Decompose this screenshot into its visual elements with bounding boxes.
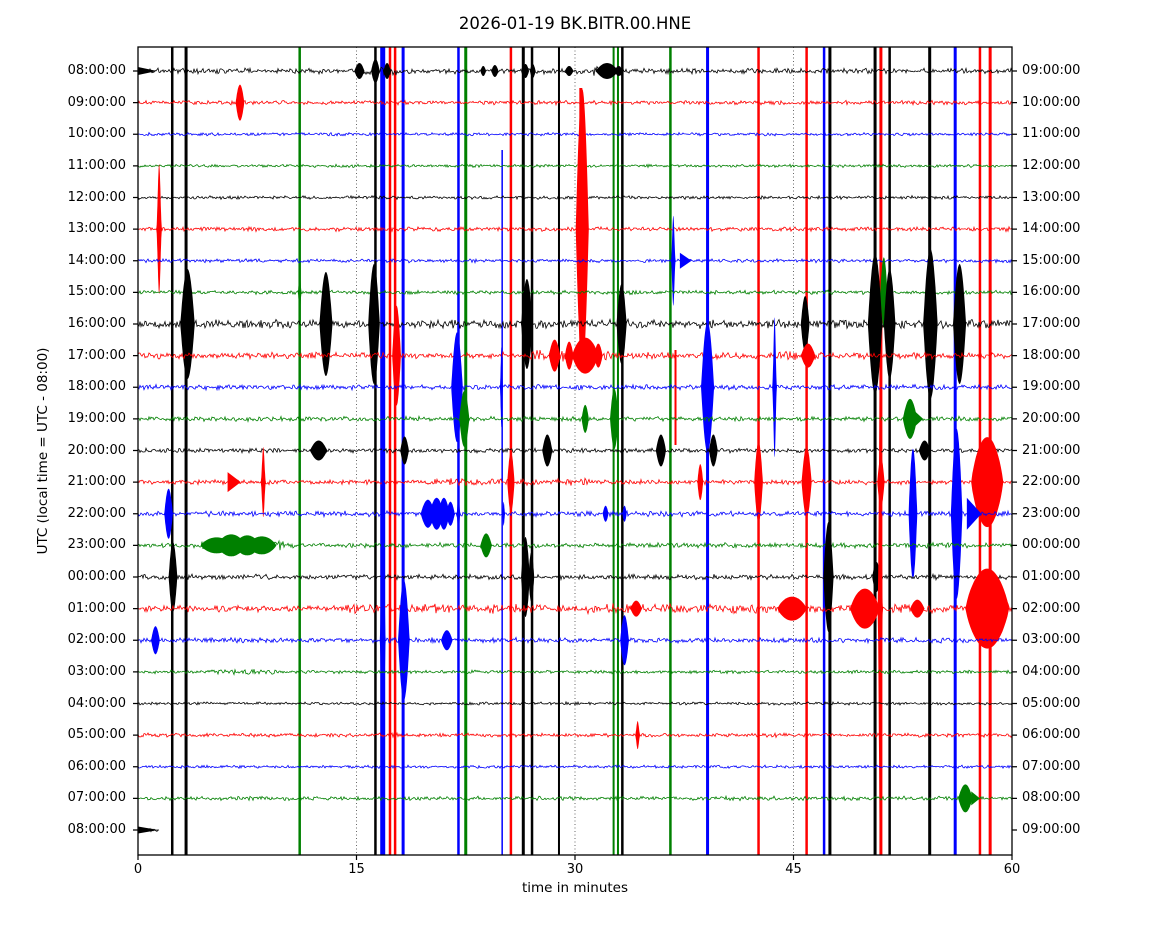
end-time-label: 15:00:00	[1022, 252, 1081, 268]
utc-time-label: 15:00:00	[67, 284, 126, 300]
end-time-label: 20:00:00	[1022, 410, 1081, 426]
utc-time-label: 12:00:00	[67, 189, 126, 205]
utc-time-label: 14:00:00	[67, 252, 126, 268]
end-time-label: 23:00:00	[1022, 505, 1081, 521]
x-tick-label: 0	[133, 862, 143, 877]
end-time-label: 00:00:00	[1022, 537, 1081, 553]
end-time-label: 19:00:00	[1022, 379, 1081, 395]
end-time-label: 12:00:00	[1022, 157, 1081, 173]
utc-time-label: 11:00:00	[67, 157, 126, 173]
utc-time-label: 01:00:00	[67, 600, 126, 616]
x-tick-label: 30	[566, 862, 584, 877]
utc-time-label: 06:00:00	[67, 758, 126, 774]
x-tick-label: 15	[348, 862, 365, 877]
end-time-label: 09:00:00	[1022, 822, 1081, 837]
end-time-label: 11:00:00	[1022, 126, 1081, 142]
x-tick-label: 60	[1003, 862, 1021, 877]
utc-time-label: 22:00:00	[67, 505, 126, 521]
utc-time-label: 10:00:00	[67, 126, 126, 142]
end-time-label: 13:00:00	[1022, 189, 1081, 205]
utc-time-label: 23:00:00	[67, 537, 126, 553]
end-time-label: 10:00:00	[1022, 94, 1081, 110]
chart-title: 2026-01-19 BK.BITR.00.HNE	[458, 14, 692, 33]
utc-time-label: 08:00:00	[67, 63, 126, 78]
utc-time-label: 13:00:00	[67, 221, 126, 237]
utc-time-label: 05:00:00	[67, 727, 126, 743]
end-time-label: 16:00:00	[1022, 284, 1081, 300]
utc-time-label: 18:00:00	[67, 379, 126, 395]
end-time-label: 05:00:00	[1022, 695, 1081, 711]
utc-time-label: 07:00:00	[67, 790, 126, 806]
end-time-label: 07:00:00	[1022, 758, 1081, 774]
x-axis-label: time in minutes	[521, 880, 629, 896]
end-time-label: 14:00:00	[1022, 221, 1081, 237]
end-time-label: 03:00:00	[1022, 632, 1081, 648]
utc-time-label: 19:00:00	[67, 410, 126, 426]
end-time-label: 06:00:00	[1022, 727, 1081, 743]
utc-time-label: 16:00:00	[67, 316, 126, 331]
end-time-label: 21:00:00	[1022, 442, 1081, 458]
utc-time-label: 08:00:00	[67, 822, 126, 837]
end-time-label: 17:00:00	[1022, 316, 1081, 331]
utc-time-label: 04:00:00	[67, 695, 126, 711]
end-time-label: 22:00:00	[1022, 474, 1081, 490]
end-time-label: 04:00:00	[1022, 663, 1081, 679]
end-time-label: 02:00:00	[1022, 600, 1081, 616]
end-time-label: 18:00:00	[1022, 347, 1081, 363]
utc-time-label: 02:00:00	[67, 632, 126, 648]
utc-time-label: 20:00:00	[67, 442, 126, 458]
utc-time-label: 09:00:00	[67, 94, 126, 110]
end-time-label: 09:00:00	[1022, 63, 1081, 78]
utc-time-label: 17:00:00	[67, 347, 126, 363]
end-time-label: 08:00:00	[1022, 790, 1081, 806]
utc-time-label: 03:00:00	[67, 663, 126, 679]
utc-time-label: 21:00:00	[67, 474, 126, 490]
end-time-label: 01:00:00	[1022, 569, 1081, 584]
x-tick-label: 45	[785, 862, 802, 877]
utc-time-label: 00:00:00	[67, 569, 126, 584]
